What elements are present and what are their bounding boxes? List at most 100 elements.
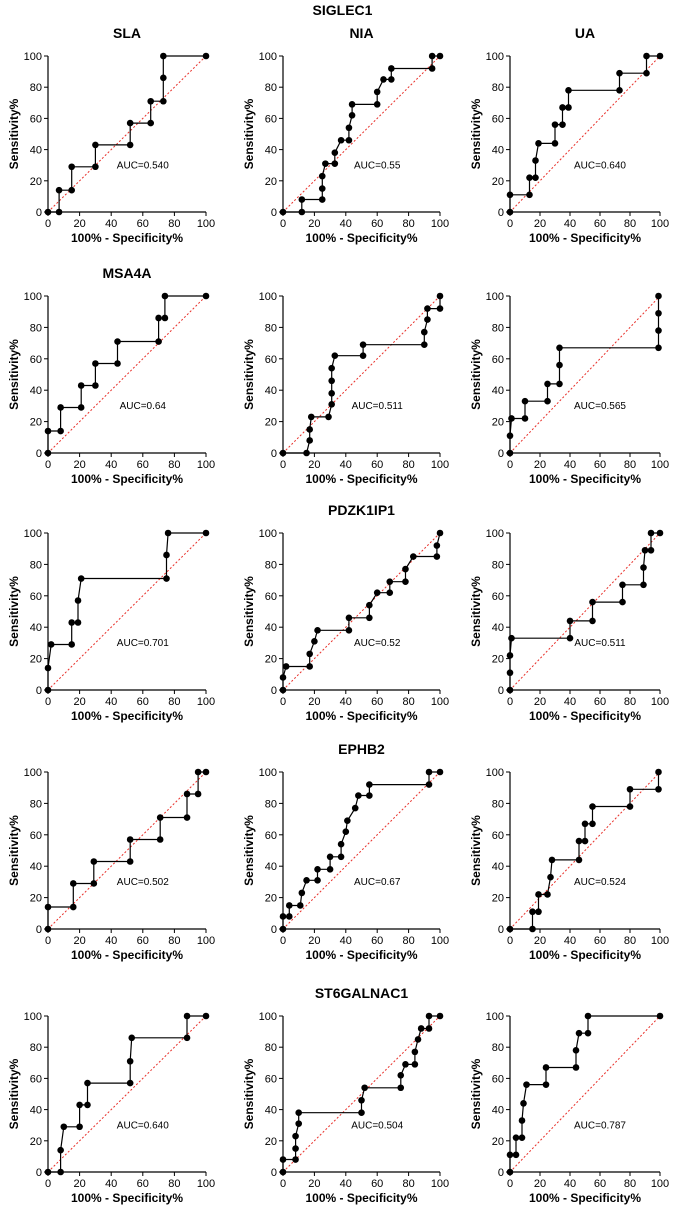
panel-1-2-y-tick-label: 100 [259, 51, 277, 63]
panel-1-1-y-tick-label: 0 [36, 207, 42, 219]
panel-5-2-data-point [279, 1168, 287, 1176]
panel-3-2-y-tick-label: 0 [271, 685, 277, 697]
panel-4-2-data-point [296, 902, 304, 909]
panel-2-3-reference-line [509, 295, 661, 454]
panel-4-3-data-point [506, 925, 514, 933]
panel-3-1-x-tick-label: 20 [73, 696, 85, 708]
panel-4-1-auc-label: AUC=0.502 [117, 877, 169, 888]
panel-2-3-data-point [521, 415, 529, 422]
panel-2-3: 00 20 20 40 40 60 60 80 80 100 100 100% - Specifici… [469, 291, 669, 486]
panel-4-2-data-point [342, 828, 350, 835]
panel-2-3-data-point [655, 309, 662, 317]
panel-1-3-x-tick-label: 60 [594, 218, 606, 230]
panel-5-3-y-axis-label: Sensitivity% [469, 1058, 483, 1129]
panel-4-1-x-tick-label: 100 [197, 935, 215, 947]
panel-3-2-x-tick-label: 0 [280, 696, 286, 708]
panel-3-3: 00 20 20 40 40 60 60 80 80 100 100 100% - Specifici… [469, 528, 669, 723]
panel-1-1-data-point [92, 163, 99, 171]
panel-2-3-data-point [655, 344, 662, 352]
panel-5-3-x-tick-label: 20 [534, 1178, 546, 1190]
panel-2-1-reference-line [47, 295, 207, 454]
panel-4-2-y-tick-label: 100 [259, 767, 277, 779]
panel-3-2-data-point [433, 542, 441, 549]
panel-4-2-data-point [285, 913, 293, 920]
panel-4-1-data-point [90, 880, 98, 887]
panel-1-2-data-point [348, 101, 356, 108]
panel-1-2-data-point [345, 136, 353, 144]
panel-3-3-data-point [589, 617, 596, 625]
panel-1-2-data-point [298, 196, 306, 203]
panel-1-3-title: UA [575, 25, 595, 41]
panel-2-2-x-tick-label: 40 [340, 459, 352, 471]
panel-1-1-y-tick-label: 20 [30, 176, 42, 188]
panel-4-2-y-tick-label: 40 [265, 861, 277, 873]
panel-1-1-x-tick-label: 40 [105, 218, 117, 230]
panel-4-3-y-tick-label: 20 [492, 893, 504, 905]
panel-3-2-data-point [306, 650, 313, 658]
panel-5-1-data-point [60, 1123, 68, 1131]
panel-3-3-data-point [640, 564, 647, 571]
panel-3-2-y-tick-label: 40 [265, 622, 277, 634]
panel-3-3-y-tick-label: 20 [492, 654, 504, 666]
panel-2-1-x-axis-label: 100% - Specificity% [71, 472, 183, 486]
panel-5-2-y-axis-label: Sensitivity% [242, 1058, 256, 1129]
panel-5-1-data-point [183, 1034, 191, 1042]
panel-2-3-data-point [556, 344, 563, 352]
panel-1-2-data-point [436, 52, 444, 60]
panel-2-2-x-tick-label: 60 [371, 459, 383, 471]
panel-4-2-data-point [298, 889, 306, 897]
panel-2-1-y-tick-label: 20 [30, 417, 42, 429]
panel-2-1-x-tick-label: 80 [168, 459, 180, 471]
panel-5-2-x-tick-label: 20 [308, 1178, 320, 1190]
panel-5-2-data-point [425, 1025, 433, 1032]
panel-5-2-y-tick-label: 80 [265, 1042, 277, 1054]
panel-3-3-auc-label: AUC=0.511 [574, 638, 626, 649]
panel-5-3-data-point [572, 1064, 580, 1071]
panel-3-3-y-tick-label: 40 [492, 622, 504, 634]
panel-1-2-data-point [279, 208, 287, 216]
panel-2-2-data-point [359, 352, 367, 359]
panel-3-3-x-axis-label: 100% - Specificity% [529, 709, 641, 723]
panel-4-3-data-point [589, 803, 596, 810]
panel-1-3-data-point [616, 87, 623, 94]
panel-5-2-data-point [295, 1120, 303, 1127]
panel-1-3-data-point [559, 104, 566, 111]
panel-1-3-data-point [551, 121, 559, 128]
panel-1-1-y-tick-label: 100 [24, 51, 42, 63]
panel-4-2-data-point [366, 792, 373, 799]
panel-1-2-roc-curve [283, 55, 440, 213]
panel-3-2-data-point [410, 553, 417, 560]
panel-5-2-data-point [292, 1145, 299, 1152]
panel-5-3-roc-curve [509, 1015, 660, 1172]
panel-5-2-x-tick-label: 60 [371, 1178, 383, 1190]
panel-2-2-data-point [325, 413, 332, 421]
panel-5-3-x-tick-label: 40 [564, 1178, 576, 1190]
panel-4-1-x-tick-label: 40 [105, 935, 117, 947]
panel-4-2-data-point [303, 877, 310, 884]
panel-4-2-data-point [344, 817, 351, 824]
panel-3-3-data-point [508, 634, 515, 642]
panel-1-1-data-point [55, 186, 63, 194]
panel-1-1-auc-label: AUC=0.540 [117, 160, 169, 171]
panel-5-3-x-axis-label: 100% - Specificity% [529, 1191, 641, 1205]
panel-1-2-data-point [318, 185, 326, 192]
panel-2-1-data-point [44, 449, 52, 457]
panel-2-1-y-tick-label: 80 [30, 322, 42, 334]
panel-2-3-data-point [521, 397, 529, 405]
panel-1-2-reference-line [282, 55, 441, 213]
panel-2-2-data-point [328, 390, 335, 397]
panel-5-3: 00 20 20 40 40 60 60 80 80 100 100 100% - Specifici… [469, 1011, 669, 1205]
panel-4-1-y-tick-label: 40 [30, 861, 42, 873]
panel-5-3-auc-label: AUC=0.787 [574, 1120, 626, 1131]
panel-5-2-x-tick-label: 100 [431, 1178, 449, 1190]
panel-5-3-data-point [523, 1081, 530, 1088]
panel-5-1-y-tick-label: 100 [24, 1011, 42, 1023]
panel-1-1-data-point [126, 141, 134, 149]
panel-1-2-data-point [428, 65, 436, 72]
panel-3-2-x-tick-label: 60 [371, 696, 383, 708]
panel-1-3-y-tick-label: 0 [498, 207, 504, 219]
panel-5-1-data-point [57, 1168, 64, 1176]
panel-5-3-y-tick-label: 0 [498, 1167, 504, 1179]
